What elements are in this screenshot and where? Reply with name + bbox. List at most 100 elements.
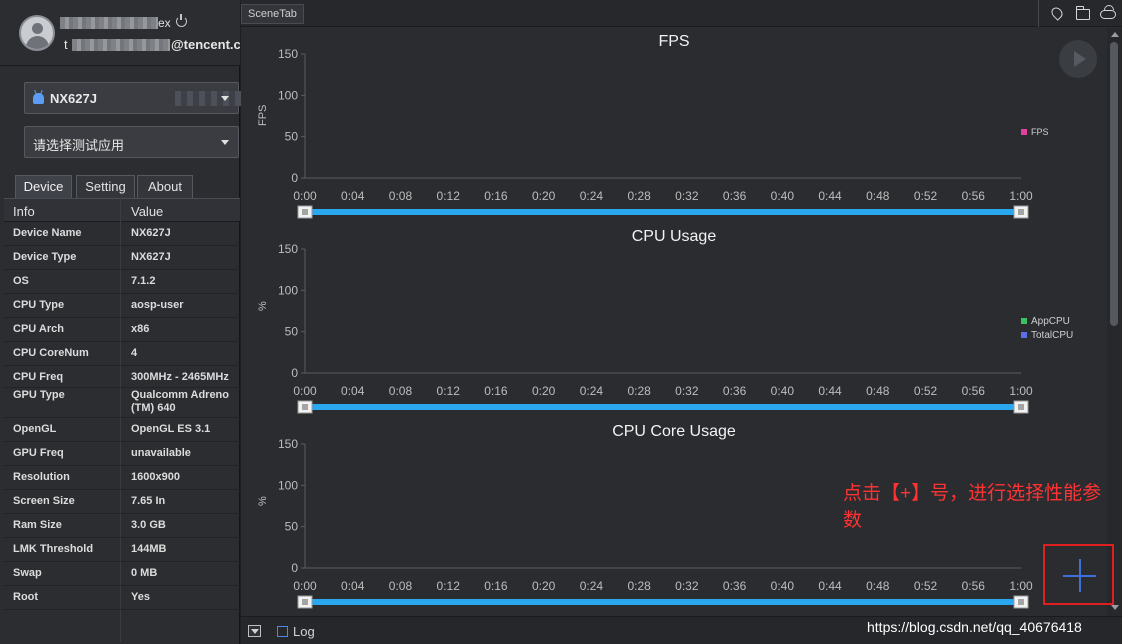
- x-tick-label: 0:44: [818, 189, 842, 203]
- y-tick-label: 50: [285, 520, 299, 534]
- column-divider: [120, 198, 121, 642]
- table-row[interactable]: GPU Freq unavailable: [4, 442, 240, 466]
- scroll-down-icon[interactable]: [1111, 605, 1119, 610]
- x-tick-label: 0:40: [771, 384, 795, 398]
- device-select[interactable]: NX627J: [24, 82, 241, 114]
- y-tick-label: 150: [278, 47, 298, 61]
- row-key: Root: [13, 591, 39, 603]
- table-row[interactable]: Root Yes: [4, 586, 240, 610]
- device-select-value: NX627J: [50, 91, 97, 106]
- range-slider-track[interactable]: [305, 599, 1021, 605]
- table-row[interactable]: Resolution 1600x900: [4, 466, 240, 490]
- scroll-up-icon[interactable]: [1111, 32, 1119, 37]
- x-tick-label: 0:52: [914, 384, 938, 398]
- legend-swatch: [1021, 332, 1027, 338]
- row-key: OS: [13, 275, 29, 287]
- table-row[interactable]: CPU Arch x86: [4, 318, 240, 342]
- tab-scene[interactable]: SceneTab: [241, 4, 304, 24]
- x-tick-label: 0:36: [723, 384, 747, 398]
- x-tick-label: 0:12: [437, 384, 461, 398]
- y-tick-label: 0: [291, 171, 298, 185]
- redacted-device-id: [175, 91, 241, 106]
- location-icon[interactable]: [1049, 5, 1065, 21]
- legend-item[interactable]: TotalCPU: [1021, 329, 1073, 343]
- row-value: 3.0 GB: [131, 519, 166, 531]
- x-tick-label: 0:04: [341, 384, 365, 398]
- table-row[interactable]: CPU Freq 300MHz - 2465MHz: [4, 366, 240, 388]
- y-tick-label: 150: [278, 242, 298, 256]
- x-tick-label: 0:16: [484, 384, 508, 398]
- legend-item[interactable]: AppCPU: [1021, 315, 1073, 329]
- row-key: LMK Threshold: [13, 543, 94, 555]
- tab-about[interactable]: About: [137, 175, 193, 199]
- folder-icon[interactable]: [1076, 6, 1090, 20]
- play-button[interactable]: [1059, 40, 1097, 78]
- user-panel: ex t @tencent.c: [0, 0, 240, 66]
- scroll-thumb[interactable]: [1110, 42, 1118, 326]
- row-value: OpenGL ES 3.1: [131, 423, 211, 435]
- x-tick-label: 0:52: [914, 579, 938, 593]
- chart-legend: AppCPU TotalCPU: [1021, 315, 1073, 343]
- y-tick-label: 150: [278, 437, 298, 451]
- x-tick-label: 0:24: [580, 189, 604, 203]
- row-value: Yes: [131, 591, 150, 603]
- x-tick-label: 0:16: [484, 579, 508, 593]
- x-tick-label: 0:28: [627, 189, 651, 203]
- app-select[interactable]: 请选择测试应用: [24, 126, 239, 158]
- table-row[interactable]: GPU Type Qualcomm Adreno (TM) 640: [4, 388, 240, 418]
- table-row[interactable]: Ram Size 3.0 GB: [4, 514, 240, 538]
- collapse-toggle-icon[interactable]: [248, 625, 261, 637]
- sidebar: ex t @tencent.c NX627J 请选择测试应用 Device Se…: [0, 0, 241, 644]
- x-tick-label: 1:00: [1009, 384, 1033, 398]
- log-label: Log: [293, 624, 315, 639]
- x-tick-label: 0:08: [389, 579, 413, 593]
- legend-item[interactable]: FPS: [1021, 125, 1049, 140]
- x-tick-label: 0:00: [293, 579, 317, 593]
- legend-swatch: [1021, 129, 1027, 135]
- row-key: Swap: [13, 567, 42, 579]
- row-value: 0 MB: [131, 567, 158, 579]
- watermark: https://blog.csdn.net/qq_40676418: [867, 619, 1082, 635]
- table-row[interactable]: CPU CoreNum 4: [4, 342, 240, 366]
- range-slider-track[interactable]: [305, 404, 1021, 410]
- row-key: GPU Type: [13, 389, 65, 401]
- power-icon[interactable]: [176, 14, 187, 27]
- add-chart-button[interactable]: [1043, 544, 1114, 605]
- tab-setting[interactable]: Setting: [76, 175, 135, 199]
- range-slider-track[interactable]: [305, 209, 1021, 215]
- table-row[interactable]: LMK Threshold 144MB: [4, 538, 240, 562]
- row-value: 300MHz - 2465MHz: [131, 371, 229, 383]
- user-name: ex: [158, 16, 171, 30]
- x-tick-label: 0:12: [437, 189, 461, 203]
- row-key: CPU Arch: [13, 323, 64, 335]
- row-key: Ram Size: [13, 519, 62, 531]
- avatar[interactable]: [19, 15, 55, 51]
- tab-device[interactable]: Device: [15, 175, 72, 199]
- cloud-icon[interactable]: [1100, 10, 1116, 19]
- vertical-scrollbar[interactable]: [1107, 28, 1122, 616]
- plus-icon-stroke: [1079, 559, 1081, 592]
- table-row[interactable]: OS 7.1.2: [4, 270, 240, 294]
- x-tick-label: 0:28: [627, 384, 651, 398]
- redacted-email: [72, 39, 170, 51]
- table-row[interactable]: OpenGL OpenGL ES 3.1: [4, 418, 240, 442]
- row-value: NX627J: [131, 227, 171, 239]
- x-tick-label: 0:08: [389, 384, 413, 398]
- row-value: unavailable: [131, 447, 191, 459]
- chart-plot: 0 50 100 150 0:00 0:04 0:08 0:12 0:16 0:20 0:24 0:2…: [278, 242, 1033, 414]
- table-row[interactable]: Swap 0 MB: [4, 562, 240, 586]
- table-row[interactable]: Device Type NX627J: [4, 246, 240, 270]
- table-row[interactable]: CPU Type aosp-user: [4, 294, 240, 318]
- log-checkbox[interactable]: [277, 626, 288, 637]
- chart-legend: FPS: [1021, 125, 1049, 140]
- toolbar-icons: [1038, 0, 1122, 27]
- x-tick-label: 0:48: [866, 579, 890, 593]
- chevron-down-icon: [221, 96, 229, 101]
- row-value: 7.65 In: [131, 495, 166, 507]
- x-tick-label: 0:56: [962, 579, 986, 593]
- row-value: 144MB: [131, 543, 167, 555]
- table-row[interactable]: Screen Size 7.65 In: [4, 490, 240, 514]
- table-row[interactable]: Device Name NX627J: [4, 222, 240, 246]
- table-header: Info Value: [4, 198, 240, 222]
- legend-label: AppCPU: [1031, 316, 1070, 327]
